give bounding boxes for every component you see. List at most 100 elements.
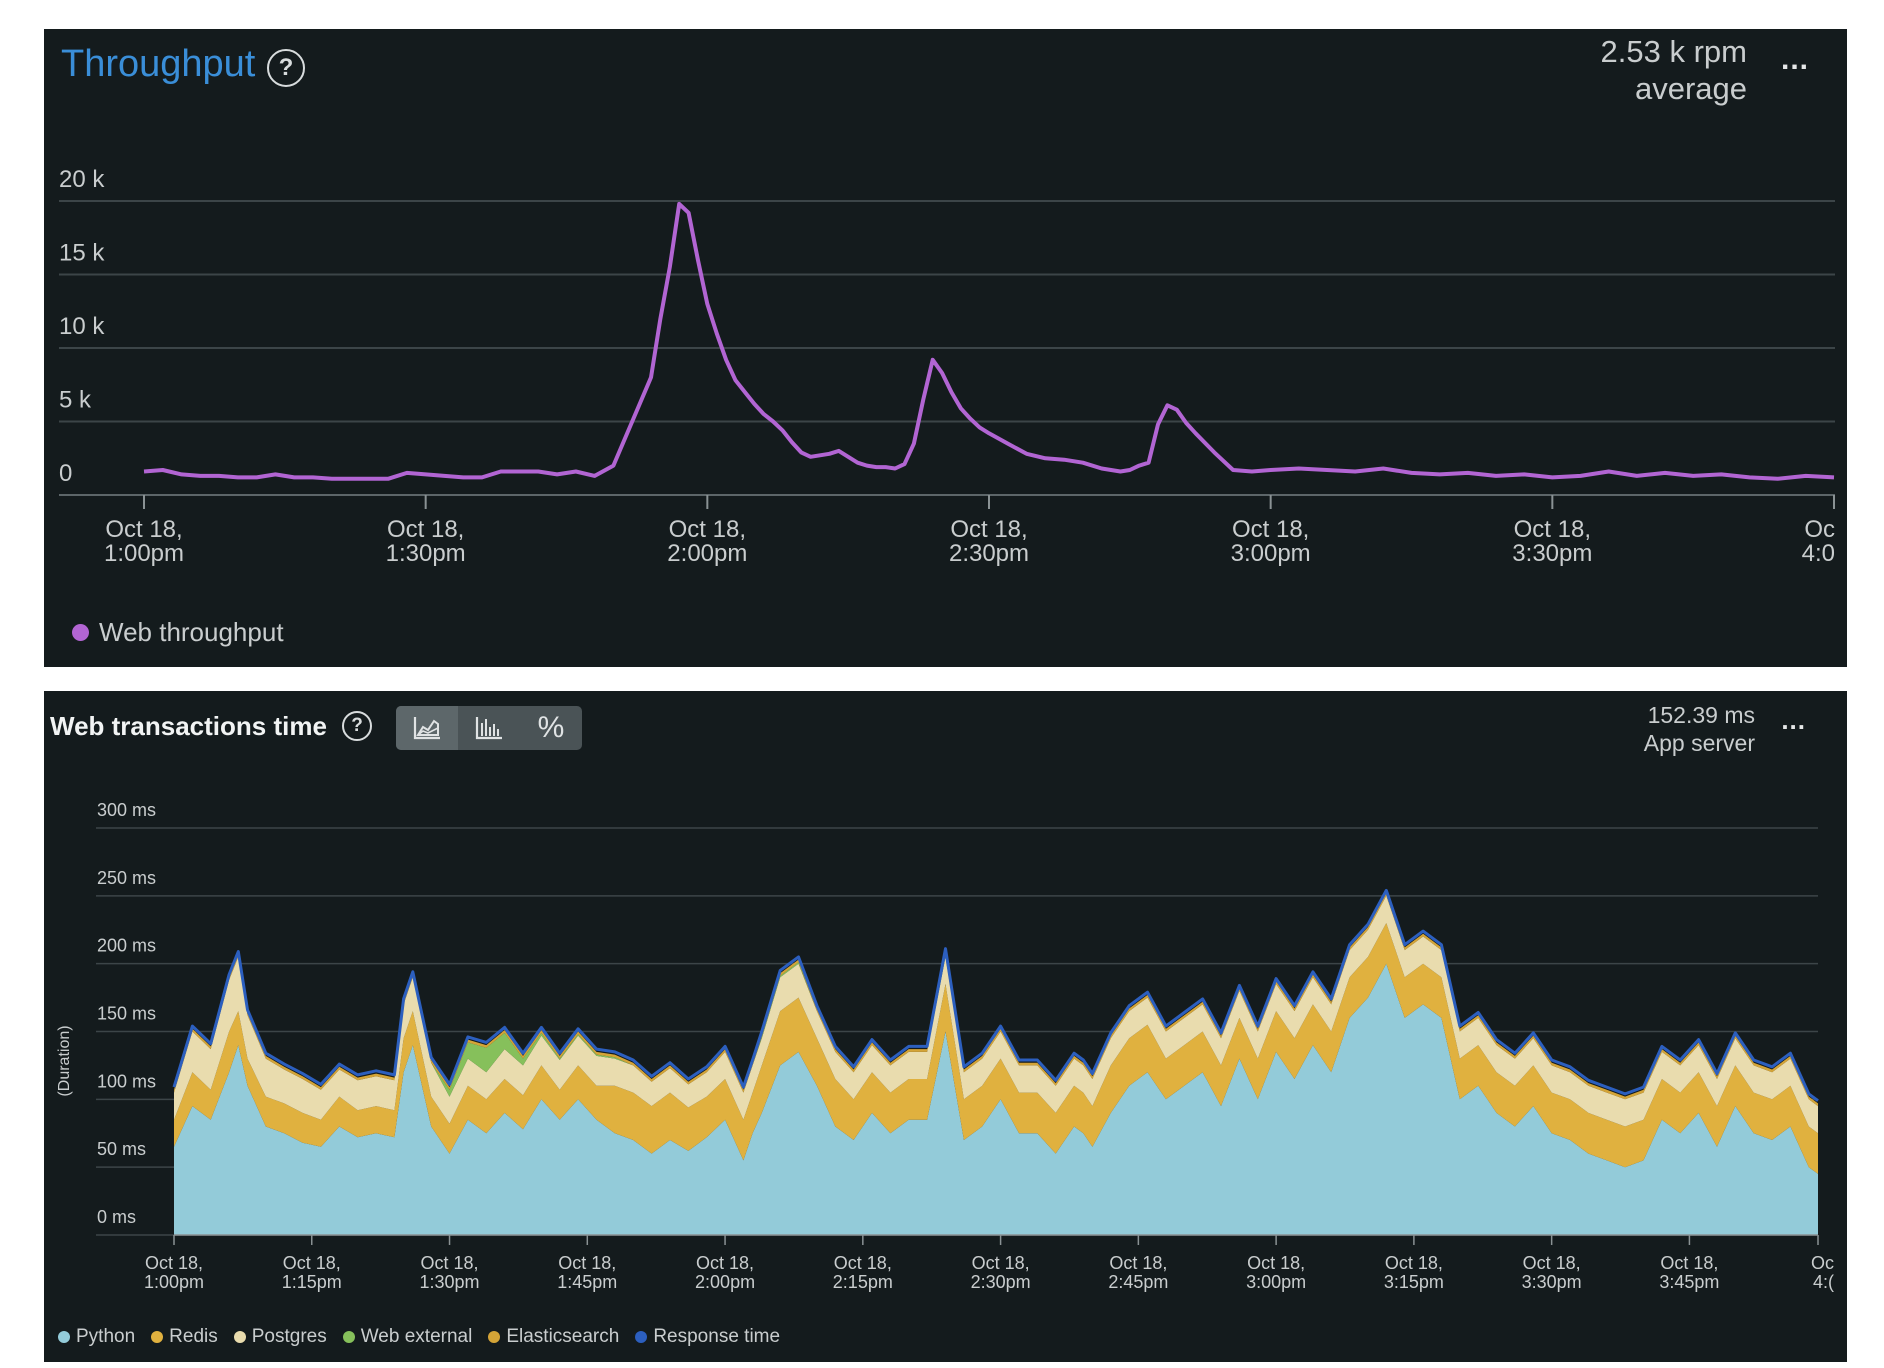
x-tick-label: 2:45pm	[1108, 1272, 1168, 1292]
x-tick-label: Oct 18,	[105, 516, 182, 543]
webtx-summary-label: App server	[1643, 729, 1755, 756]
x-tick-label: Oct 18,	[696, 1253, 754, 1273]
x-tick-label: Oct 18,	[1385, 1253, 1443, 1273]
x-tick-label: Oct 18,	[283, 1253, 341, 1273]
histogram-icon	[475, 717, 502, 740]
chart-type-toggle: %	[396, 706, 582, 750]
area-chart-button[interactable]	[396, 706, 458, 750]
more-options-button[interactable]: ...	[1781, 705, 1806, 735]
series-line-response-time	[172, 888, 1819, 1102]
legend-item-response-time[interactable]: Response time	[635, 1326, 780, 1348]
legend-label: Web external	[360, 1326, 473, 1347]
legend-dot	[635, 1331, 648, 1343]
throughput-legend: Web throughput	[72, 617, 284, 648]
throughput-summary: 2.53 k rpm average	[1601, 33, 1747, 107]
series-area-redis	[174, 923, 1818, 1174]
legend-label: Elasticsearch	[506, 1326, 620, 1347]
x-tick-label: Oct 18,	[387, 516, 464, 543]
x-tick-label: 1:00pm	[104, 540, 184, 567]
legend-item-web-external[interactable]: Web external	[342, 1326, 473, 1348]
x-tick-label: Oc	[1804, 516, 1835, 543]
help-icon[interactable]: ?	[267, 49, 305, 87]
x-tick-label: 3:00pm	[1246, 1272, 1306, 1292]
x-tick-label: 3:30pm	[1512, 540, 1592, 567]
web-transactions-panel: 300 ms 250 ms 200 ms 150 ms 100 ms 50 ms 0 ms (…	[44, 691, 1847, 1362]
series-area-elasticsearch	[174, 893, 1818, 1107]
series-line-web-throughput	[143, 201, 1835, 481]
legend-label: Web throughput	[99, 617, 284, 647]
legend-dot	[342, 1331, 355, 1343]
webtx-summary: 152.39 ms App server	[1644, 702, 1755, 757]
y-tick-label: 20 k	[59, 166, 105, 193]
x-tick-label: 4:0	[1802, 540, 1835, 567]
legend-dot	[488, 1331, 501, 1343]
x-tick-label: Oct 18,	[1109, 1253, 1167, 1273]
y-axis-label: (Duration)	[56, 1025, 73, 1096]
x-tick-label: 1:00pm	[144, 1272, 204, 1292]
x-tick-label: Oct 18,	[145, 1253, 203, 1273]
legend-label: Response time	[653, 1326, 781, 1347]
throughput-summary-label: average	[1634, 71, 1747, 107]
x-tick-label: 2:30pm	[949, 540, 1029, 567]
x-tick-label: 2:00pm	[695, 1272, 755, 1292]
legend-item-redis[interactable]: Redis	[151, 1326, 218, 1348]
x-tick-label: Oct 18,	[1247, 1253, 1305, 1273]
legend-label: Python	[76, 1326, 136, 1347]
x-tick-label: 1:15pm	[282, 1272, 342, 1292]
x-tick-label: Oc	[1811, 1253, 1834, 1273]
webtx-summary-value: 152.39 ms	[1647, 702, 1755, 728]
x-tick-label: 3:00pm	[1231, 540, 1311, 567]
histogram-button[interactable]	[458, 706, 520, 750]
legend-dot	[233, 1331, 246, 1343]
webtx-legend: Python Redis Postgres Web external Elast…	[58, 1326, 780, 1348]
y-tick-label: 15 k	[59, 240, 105, 267]
y-tick-label: 150 ms	[97, 1004, 156, 1024]
x-tick-label: Oct 18,	[1232, 516, 1309, 543]
x-tick-label: Oct 18,	[972, 1253, 1030, 1273]
y-tick-label: 250 ms	[97, 868, 156, 888]
web-transactions-chart: 300 ms 250 ms 200 ms 150 ms 100 ms 50 ms 0 ms (…	[56, 800, 1834, 1292]
x-tick-label: Oct 18,	[421, 1253, 479, 1273]
legend-dot	[58, 1331, 70, 1343]
y-tick-label: 50 ms	[97, 1139, 146, 1159]
x-tick-label: 3:15pm	[1384, 1272, 1444, 1292]
x-tick-label: 1:45pm	[557, 1272, 617, 1292]
x-tick-label: 3:45pm	[1659, 1272, 1719, 1292]
series-area-python	[174, 963, 1818, 1235]
legend-label: Postgres	[251, 1326, 327, 1347]
y-tick-label: 0 ms	[97, 1207, 136, 1227]
legend-item-elasticsearch[interactable]: Elasticsearch	[488, 1326, 619, 1348]
legend-dot	[151, 1331, 164, 1343]
y-tick-label: 5 k	[59, 387, 92, 414]
x-tick-label: 3:30pm	[1522, 1272, 1582, 1292]
throughput-title[interactable]: Throughput	[61, 43, 256, 85]
legend-item-postgres[interactable]: Postgres	[233, 1326, 327, 1348]
series-area-postgres	[174, 895, 1818, 1134]
x-tick-label: 1:30pm	[420, 1272, 480, 1292]
y-tick-label: 200 ms	[97, 936, 156, 956]
x-tick-label: 4:(	[1813, 1272, 1834, 1292]
help-icon[interactable]: ?	[342, 711, 372, 741]
y-tick-label: 300 ms	[97, 800, 156, 820]
x-tick-label: 1:30pm	[386, 540, 466, 567]
x-tick-label: Oct 18,	[1660, 1253, 1718, 1273]
area-chart-icon	[413, 717, 440, 740]
x-tick-label: 2:00pm	[667, 540, 747, 567]
x-tick-label: Oct 18,	[1523, 1253, 1581, 1273]
x-tick-label: Oct 18,	[558, 1253, 616, 1273]
x-tick-label: Oct 18,	[950, 516, 1027, 543]
x-tick-label: Oct 18,	[1514, 516, 1591, 543]
x-tick-label: Oct 18,	[834, 1253, 892, 1273]
x-tick-label: 2:30pm	[971, 1272, 1031, 1292]
more-options-button[interactable]: ...	[1780, 43, 1809, 76]
legend-item-python[interactable]: Python	[58, 1326, 135, 1348]
legend-dot	[72, 624, 89, 641]
y-tick-label: 10 k	[59, 313, 105, 340]
throughput-summary-value: 2.53 k rpm	[1600, 34, 1747, 69]
web-transactions-title[interactable]: Web transactions time	[50, 711, 327, 741]
x-tick-label: Oct 18,	[669, 516, 746, 543]
x-tick-label: 2:15pm	[833, 1272, 893, 1292]
percent-icon[interactable]: %	[537, 711, 565, 744]
legend-item-web-throughput[interactable]: Web throughput	[72, 617, 284, 648]
